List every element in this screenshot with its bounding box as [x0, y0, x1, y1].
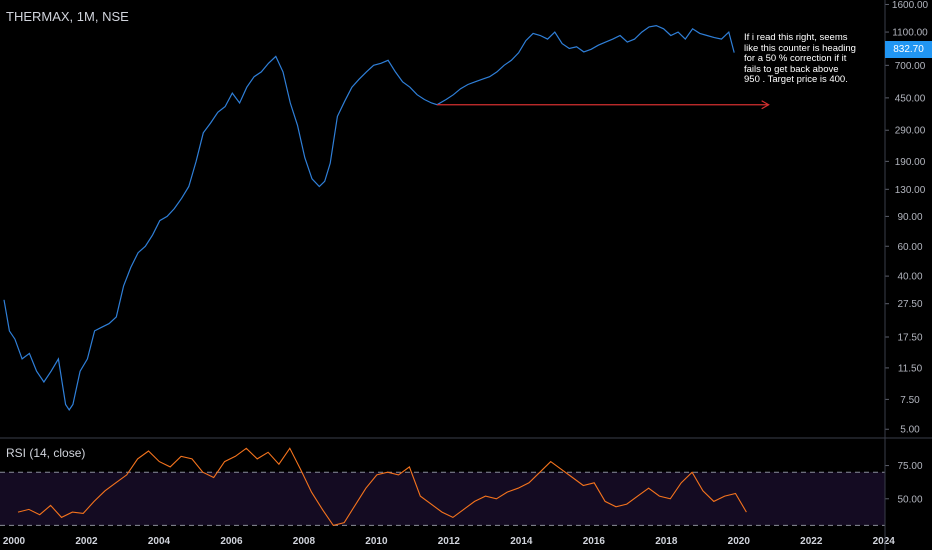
price-tick-label: 190.00	[895, 157, 926, 168]
arrow-head	[761, 100, 770, 110]
time-tick-label: 2020	[728, 536, 751, 547]
last-price-badge: 832.70	[885, 41, 932, 58]
price-axis: 1600.00 1100.00 700.00 450.00 290.00 190.00 13…	[885, 0, 929, 436]
rsi-band-fill	[0, 472, 885, 526]
price-tick-label: 130.00	[895, 185, 926, 196]
symbol-title: THERMAX, 1M, NSE	[6, 9, 129, 24]
time-tick-label: 2014	[510, 536, 533, 547]
rsi-tick-label: 75.00	[897, 461, 922, 472]
rsi-series-line	[17, 447, 747, 527]
rsi-axis: 75.00 50.00	[885, 461, 923, 505]
target-arrow[interactable]	[437, 100, 770, 110]
time-tick-label: 2002	[75, 536, 98, 547]
time-tick-label: 2004	[148, 536, 171, 547]
time-tick-label: 2016	[583, 536, 606, 547]
price-series-line	[3, 24, 735, 411]
price-tick-label: 1100.00	[892, 28, 928, 39]
price-tick-label: 17.50	[897, 332, 922, 343]
price-tick-label: 5.00	[900, 425, 920, 436]
time-tick-label: 2006	[220, 536, 243, 547]
price-tick-label: 60.00	[897, 242, 922, 253]
rsi-tick-label: 50.00	[897, 494, 922, 505]
time-tick-label: 2024	[873, 536, 896, 547]
time-tick-label: 2018	[655, 536, 678, 547]
price-tick-label: 700.00	[895, 61, 926, 72]
price-tick-label: 27.50	[897, 299, 922, 310]
time-axis: 2000 2002 2004 2006 2008 2010 2012 2014 2016 2018…	[3, 536, 895, 547]
time-tick-label: 2008	[293, 536, 316, 547]
price-tick-label: 90.00	[897, 212, 922, 223]
time-tick-label: 2010	[365, 536, 388, 547]
price-tick-label: 290.00	[895, 126, 926, 137]
price-tick-label: 7.50	[900, 395, 920, 406]
price-tick-label: 1600.00	[892, 0, 929, 11]
rsi-indicator-title[interactable]: RSI (14, close)	[6, 446, 86, 460]
time-tick-label: 2022	[800, 536, 823, 547]
time-tick-label: 2000	[3, 536, 26, 547]
time-tick-label: 2012	[438, 536, 461, 547]
annotation-text[interactable]: If i read this right, seems like this co…	[744, 32, 856, 85]
rsi-band	[0, 471, 885, 526]
price-tick-label: 11.50	[898, 363, 923, 374]
price-tick-label: 450.00	[895, 93, 926, 104]
price-tick-label: 40.00	[897, 272, 922, 283]
